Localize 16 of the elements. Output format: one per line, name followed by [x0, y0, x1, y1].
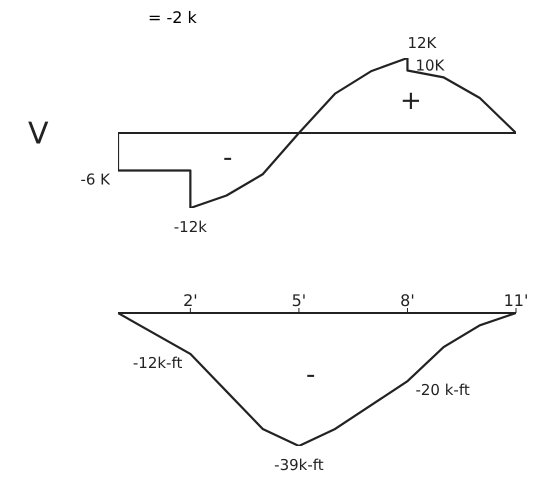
x-tick-label: 5' [292, 291, 306, 310]
y-axis-title: V [28, 116, 49, 152]
annotation: - [306, 360, 316, 390]
data-label: 10K [415, 56, 446, 74]
data-label: -12k-ft [132, 354, 182, 372]
data-label: -12k [174, 218, 208, 236]
x-tick-label: 2' [183, 291, 198, 310]
annotation: - [223, 143, 232, 173]
annotation: + [400, 86, 422, 116]
data-label: -6 K [80, 170, 112, 188]
data-label: -39k-ft [274, 456, 324, 474]
data-label: -20 k-ft [415, 381, 470, 400]
chart-title: = -2 k [148, 8, 197, 27]
x-tick-label: 11' [504, 291, 528, 310]
x-tick-label: 8' [400, 291, 415, 310]
data-label: 12K [407, 34, 438, 52]
